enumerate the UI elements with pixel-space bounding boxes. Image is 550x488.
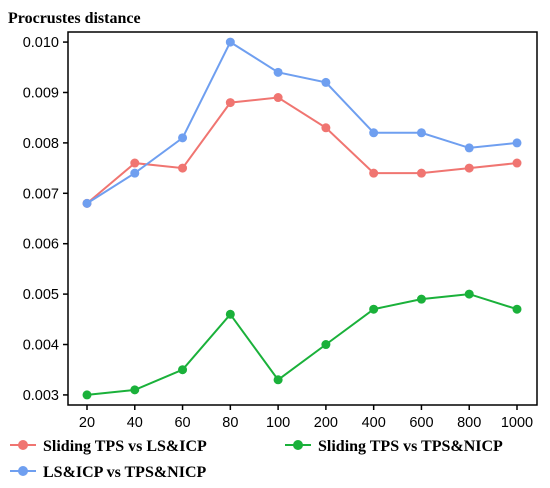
- data-point: [321, 123, 331, 133]
- x-tick-label: 200: [314, 415, 338, 431]
- data-point: [273, 67, 283, 77]
- legend-marker: [293, 440, 303, 450]
- data-point: [225, 309, 235, 319]
- data-point: [273, 375, 283, 385]
- data-point: [416, 168, 426, 178]
- y-tick-label: 0.004: [23, 338, 59, 354]
- legend: Sliding TPS vs LS&ICP Sliding TPS vs TPS&…: [10, 438, 503, 481]
- series-2: [82, 37, 522, 208]
- x-tick-label: 100: [266, 415, 290, 431]
- data-point: [512, 138, 522, 148]
- data-point: [225, 37, 235, 47]
- data-point: [464, 289, 474, 299]
- data-point: [512, 158, 522, 168]
- data-point: [130, 168, 140, 178]
- y-axis-ticks: 0.003 0.004 0.005 0.006 0.007 0.008 0.009 0.010: [23, 35, 68, 404]
- x-tick-label: 800: [457, 415, 481, 431]
- data-point: [82, 198, 92, 208]
- series-3: [82, 289, 522, 400]
- data-point: [130, 385, 140, 395]
- series-line: [86, 96, 518, 205]
- data-point: [416, 128, 426, 138]
- legend-label: Sliding TPS vs TPS&NICP: [318, 438, 503, 455]
- x-tick-label: 40: [127, 415, 143, 431]
- axes: [67, 31, 538, 406]
- legend-item: Sliding TPS vs TPS&NICP: [285, 438, 503, 455]
- data-point: [225, 98, 235, 108]
- series-line: [86, 40, 518, 205]
- y-tick-label: 0.010: [23, 35, 59, 51]
- x-tick-label: 400: [362, 415, 386, 431]
- x-tick-label: 600: [409, 415, 433, 431]
- y-tick-label: 0.003: [23, 388, 59, 404]
- legend-marker: [18, 466, 28, 476]
- data-point: [369, 304, 379, 314]
- x-tick-label: 1000: [501, 415, 533, 431]
- data-point: [321, 77, 331, 87]
- series-line: [86, 293, 518, 396]
- y-tick-label: 0.009: [23, 85, 59, 101]
- data-point: [178, 133, 188, 143]
- x-tick-label: 60: [174, 415, 190, 431]
- legend-marker: [18, 440, 28, 450]
- chart-title: Procrustes distance: [8, 10, 141, 27]
- data-point: [464, 163, 474, 173]
- data-point: [130, 158, 140, 168]
- legend-label: Sliding TPS vs LS&ICP: [43, 438, 207, 455]
- data-point: [321, 340, 331, 350]
- series-1: [82, 93, 522, 208]
- y-tick-label: 0.007: [23, 186, 59, 202]
- data-point: [512, 304, 522, 314]
- legend-item: LS&ICP vs TPS&NICP: [10, 464, 207, 481]
- x-tick-label: 20: [79, 415, 95, 431]
- data-point: [178, 163, 188, 173]
- y-tick-label: 0.008: [23, 136, 59, 152]
- y-tick-label: 0.006: [23, 237, 59, 253]
- data-point: [464, 143, 474, 153]
- data-point: [178, 365, 188, 375]
- data-point: [416, 294, 426, 304]
- data-point: [369, 128, 379, 138]
- series-group: [82, 37, 522, 400]
- data-point: [82, 390, 92, 400]
- legend-label: LS&ICP vs TPS&NICP: [43, 464, 207, 481]
- data-point: [369, 168, 379, 178]
- legend-item: Sliding TPS vs LS&ICP: [10, 438, 207, 455]
- plot-frame: [67, 31, 538, 406]
- x-axis-ticks: 20 40 60 80 100 200 400 600 800 1000: [79, 405, 533, 431]
- y-tick-label: 0.005: [23, 287, 59, 303]
- x-tick-label: 80: [222, 415, 238, 431]
- data-point: [273, 93, 283, 103]
